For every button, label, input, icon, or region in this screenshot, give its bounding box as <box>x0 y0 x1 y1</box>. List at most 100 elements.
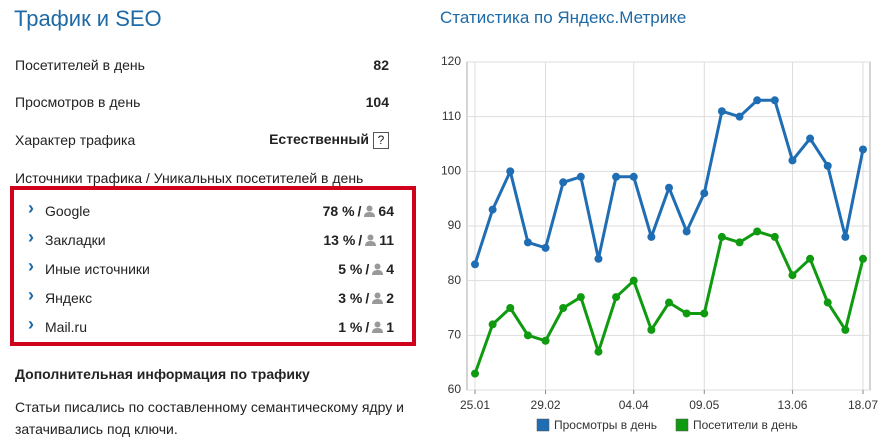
point <box>841 325 850 334</box>
point <box>541 243 550 252</box>
y-tick-label: 110 <box>442 109 461 123</box>
point <box>735 112 744 121</box>
row-value-wrap: Естественный? <box>269 131 389 149</box>
panel-title: Трафик и SEO <box>14 6 162 31</box>
point <box>665 183 673 192</box>
point <box>629 172 638 181</box>
point <box>788 156 797 165</box>
source-count: 2 <box>386 290 394 306</box>
point <box>806 134 815 143</box>
source-count: 64 <box>378 203 394 219</box>
source-sep: / <box>365 261 370 277</box>
source-row[interactable]: › Иные источники 5 %/ 4 <box>14 256 412 282</box>
x-tick-label: 13.06 <box>777 398 807 412</box>
point <box>612 293 621 302</box>
point <box>717 232 726 241</box>
point <box>647 232 656 241</box>
point <box>647 325 656 334</box>
source-row[interactable]: › Закладки 13 %/ 11 <box>14 227 412 253</box>
y-tick-label: 90 <box>448 218 462 232</box>
point <box>770 96 779 105</box>
source-share: 78 % <box>322 203 355 219</box>
point <box>523 331 532 340</box>
y-tick-label: 70 <box>448 328 462 342</box>
point <box>682 309 691 318</box>
source-row[interactable]: › Яндекс 3 %/ 2 <box>14 285 412 311</box>
point <box>841 232 850 241</box>
point <box>612 172 621 181</box>
point <box>665 298 673 307</box>
x-tick-label: 09.05 <box>689 398 719 412</box>
point <box>823 161 832 170</box>
point <box>806 254 815 263</box>
y-tick-label: 120 <box>441 54 461 68</box>
extra-text: Статьи писались по составленному семанти… <box>15 399 404 437</box>
point <box>576 293 585 302</box>
row-value: Естественный <box>269 131 369 147</box>
point <box>471 260 479 269</box>
source-sep: / <box>358 232 363 248</box>
x-tick-label: 25.01 <box>460 398 490 412</box>
legend-label: Посетители в день <box>693 418 798 432</box>
source-count: 11 <box>379 232 394 248</box>
source-share: 3 % <box>338 290 363 306</box>
sources-box: › Google 78 %/64 › Закладки 13 %/11 › Иные исто… <box>10 186 416 346</box>
legend-swatch <box>675 418 689 432</box>
user-icon <box>372 321 384 333</box>
source-share: 13 % <box>323 232 356 248</box>
y-tick-label: 100 <box>441 164 461 178</box>
row-label: Посетителей в день <box>15 57 145 73</box>
chevron: › <box>28 314 34 334</box>
chart-title: Статистика по Яндекс.Метрике <box>440 8 687 27</box>
x-tick-label: 04.04 <box>619 398 649 412</box>
user-icon <box>372 292 384 304</box>
chevron: › <box>28 256 34 276</box>
sources-header: Источники трафика / Уникальных посетител… <box>15 170 364 186</box>
source-value: 1 %/ 1 <box>338 319 394 335</box>
source-share: 5 % <box>338 261 363 277</box>
point <box>523 238 532 247</box>
chevron: › <box>28 227 34 247</box>
point <box>506 304 515 312</box>
point <box>594 254 603 263</box>
source-count: 4 <box>386 261 394 277</box>
source-row[interactable]: › Google 78 %/ 64 <box>14 198 412 224</box>
row-label: Просмотров в день <box>15 94 141 110</box>
point <box>700 189 709 198</box>
source-row[interactable]: › Mail.ru 1 %/ 1 <box>14 314 412 340</box>
source-name: Google <box>45 203 91 219</box>
y-tick-label: 80 <box>448 273 462 287</box>
point <box>717 107 726 116</box>
point <box>471 369 479 378</box>
point <box>576 172 585 181</box>
point <box>859 254 867 263</box>
x-tick-label: 18.07 <box>848 398 878 412</box>
point <box>859 145 867 154</box>
legend-label: Просмотры в день <box>554 418 657 432</box>
user-icon <box>364 205 376 217</box>
source-sep: / <box>365 290 370 306</box>
source-value: 5 %/ 4 <box>338 261 394 277</box>
row-value: 82 <box>373 57 389 73</box>
source-name: Mail.ru <box>45 319 88 335</box>
row-value: 104 <box>365 94 389 110</box>
source-sep: / <box>357 203 362 219</box>
source-count: 1 <box>386 319 394 335</box>
point <box>506 167 515 176</box>
source-name: Закладки <box>45 232 106 248</box>
extra-title: Дополнительная информация по трафику <box>15 366 310 382</box>
point <box>700 309 709 318</box>
source-value: 3 %/ 2 <box>338 290 394 306</box>
point <box>753 96 762 105</box>
x-tick-label: 29.02 <box>531 398 561 412</box>
help-button[interactable]: ? <box>373 132 389 149</box>
point <box>559 304 568 312</box>
point <box>488 320 497 329</box>
source-sep: / <box>365 319 370 335</box>
point <box>682 227 691 236</box>
user-icon <box>372 263 384 275</box>
point <box>735 238 744 247</box>
source-share: 1 % <box>338 319 363 335</box>
